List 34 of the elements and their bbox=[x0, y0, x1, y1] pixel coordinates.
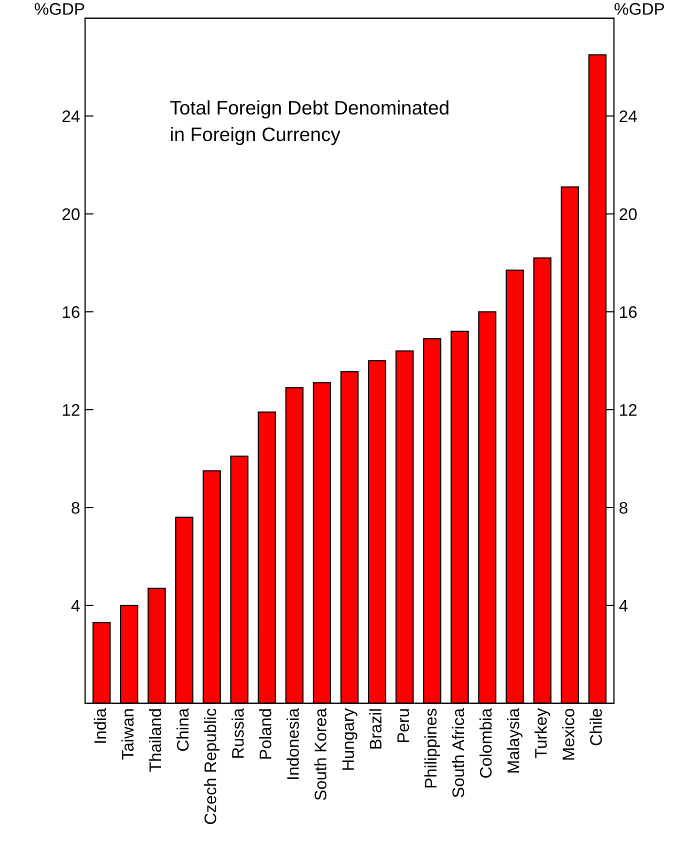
x-tick-label: Mexico bbox=[562, 708, 574, 760]
x-tick-label: Peru bbox=[397, 709, 410, 742]
x-tick-label: Russia bbox=[232, 708, 244, 758]
x-tick-label: Poland bbox=[259, 709, 272, 759]
x-tick-label: Turkey bbox=[534, 708, 550, 758]
x-tick-label: South Korea bbox=[314, 708, 326, 800]
x-tick-label: Malaysia bbox=[507, 708, 523, 773]
y-tick-label: 16 bbox=[62, 306, 80, 318]
x-tick-label: Philippines bbox=[424, 708, 440, 788]
y2-tick-label: 8 bbox=[620, 502, 628, 514]
y2-tick-label: 16 bbox=[620, 306, 637, 318]
x-tick-label: Chile bbox=[590, 708, 602, 746]
x-tick-label: South Africa bbox=[452, 708, 464, 798]
y2-axis-title: %GDP bbox=[614, 3, 664, 15]
y-tick-label: 12 bbox=[62, 404, 80, 416]
x-tick-label: Taiwan bbox=[121, 709, 134, 760]
x-tick-label: Czech Republic bbox=[204, 708, 220, 824]
x-tick-label: India bbox=[94, 708, 106, 743]
y-tick-label: 8 bbox=[72, 502, 80, 514]
y-axis-title: %GDP bbox=[34, 3, 84, 15]
x-tick-label: Brazil bbox=[369, 709, 382, 748]
y2-tick-label: 20 bbox=[620, 208, 637, 220]
y-tick-label: 4 bbox=[71, 600, 80, 612]
x-tick-label: Colombia bbox=[479, 708, 492, 778]
x-tick-label: Indonesia bbox=[286, 708, 299, 779]
x-tick-label: Thailand bbox=[148, 709, 162, 772]
y2-tick-label: 12 bbox=[620, 404, 637, 416]
y-tick-label: 24 bbox=[62, 110, 80, 122]
annotation: Total Foreign Debt Denominated in Foreign Currency bbox=[170, 100, 448, 146]
y2-tick-label: 4 bbox=[619, 600, 628, 612]
y2-tick-label: 24 bbox=[620, 110, 637, 122]
x-tick-label: Hungary bbox=[342, 708, 358, 770]
x-tick-label: China bbox=[176, 708, 189, 751]
y-tick-label: 20 bbox=[62, 208, 80, 220]
